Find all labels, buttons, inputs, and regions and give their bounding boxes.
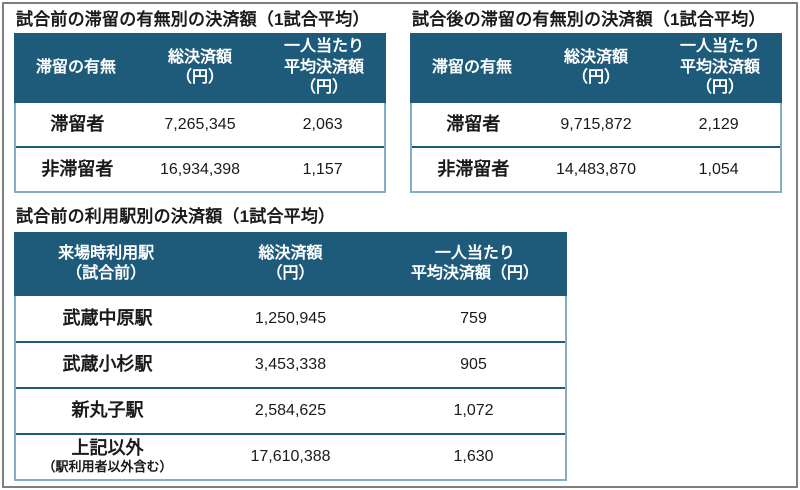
table-section-pre-match-stay: 試合前の滞留の有無別の決済額（1試合平均） 滞留の有無 総決済額 （円） 一人当…	[14, 8, 386, 193]
table-post-match-stay: 滞留の有無 総決済額 （円） 一人当たり 平均決済額 （円） 滞留者 9,715…	[410, 33, 782, 193]
col-header-station-used: 来場時利用駅 （試合前）	[58, 244, 155, 282]
row-label: 滞留者	[446, 113, 501, 134]
table-header-row: 滞留の有無 総決済額 （円） 一人当たり 平均決済額 （円）	[410, 33, 782, 103]
col-header-avg-payment: 一人当たり 平均決済額（円）	[410, 244, 539, 282]
col-header-total-payment: 総決済額 （円）	[563, 48, 628, 86]
table-title-post-match-stay: 試合後の滞留の有無別の決済額（1試合平均）	[412, 10, 766, 29]
cell-avg-payment: 1,072	[453, 402, 494, 419]
cell-avg-payment: 1,054	[698, 160, 739, 178]
table-header-row: 滞留の有無 総決済額 （円） 一人当たり 平均決済額 （円）	[14, 33, 386, 103]
row-label-sub: （駅利用者以外含む）	[42, 459, 173, 475]
cell-avg-payment: 905	[460, 356, 487, 373]
table-row-other: 上記以外 （駅利用者以外含む） 17,610,388 1,630	[16, 433, 565, 479]
table-row-musashi-kosugi: 武蔵小杉駅 3,453,338 905	[16, 341, 565, 387]
table-section-pre-match-station: 試合前の利用駅別の決済額（1試合平均） 来場時利用駅 （試合前） 総決済額 （円…	[14, 205, 567, 481]
col-header-avg-payment: 一人当たり 平均決済額 （円）	[679, 38, 760, 97]
cell-total-payment: 14,483,870	[555, 160, 637, 178]
cell-total-payment: 1,250,945	[254, 309, 327, 327]
table-row-stayers: 滞留者 9,715,872 2,129	[412, 103, 780, 146]
col-header-stay-status: 滞留の有無	[431, 58, 512, 76]
cell-total-payment: 9,715,872	[560, 115, 632, 133]
table-title-pre-match-station: 試合前の利用駅別の決済額（1試合平均）	[16, 207, 336, 226]
col-header-total-payment: 総決済額 （円）	[167, 48, 232, 86]
cell-avg-payment: 759	[460, 309, 487, 327]
cell-avg-payment: 2,129	[698, 115, 739, 133]
cell-total-payment: 3,453,338	[254, 356, 327, 373]
table-row-stayers: 滞留者 7,265,345 2,063	[16, 103, 384, 146]
table-body: 滞留者 7,265,345 2,063 非滞留者 16,934,398 1,15…	[14, 103, 386, 193]
table-row-non-stayers: 非滞留者 14,483,870 1,054	[412, 146, 780, 191]
cell-total-payment: 17,610,388	[250, 448, 331, 465]
row-label: 武蔵中原駅	[62, 307, 153, 328]
col-header-total-payment: 総決済額 （円）	[258, 244, 323, 282]
row-label-main: 上記以外	[71, 438, 144, 459]
table-body: 武蔵中原駅 1,250,945 759 武蔵小杉駅 3,453,338 905 …	[14, 296, 567, 481]
row-label: 非滞留者	[437, 158, 510, 179]
table-body: 滞留者 9,715,872 2,129 非滞留者 14,483,870 1,05…	[410, 103, 782, 193]
row-label: 滞留者	[50, 113, 105, 134]
cell-total-payment: 7,265,345	[164, 115, 236, 133]
col-header-stay-status: 滞留の有無	[35, 58, 116, 76]
row-label: 上記以外 （駅利用者以外含む）	[16, 435, 199, 479]
table-section-post-match-stay: 試合後の滞留の有無別の決済額（1試合平均） 滞留の有無 総決済額 （円） 一人当…	[410, 8, 782, 193]
table-header-row: 来場時利用駅 （試合前） 総決済額 （円） 一人当たり 平均決済額（円）	[14, 232, 567, 296]
row-label: 新丸子駅	[71, 400, 144, 421]
cell-avg-payment: 1,630	[453, 448, 494, 465]
table-row-musashi-nakahara: 武蔵中原駅 1,250,945 759	[16, 296, 565, 341]
table-row-non-stayers: 非滞留者 16,934,398 1,157	[16, 146, 384, 191]
table-pre-match-station: 来場時利用駅 （試合前） 総決済額 （円） 一人当たり 平均決済額（円） 武蔵中…	[14, 232, 567, 481]
table-title-pre-match-stay: 試合前の滞留の有無別の決済額（1試合平均）	[16, 10, 370, 29]
row-label: 非滞留者	[41, 158, 114, 179]
row-label: 武蔵小杉駅	[62, 354, 153, 375]
cell-total-payment: 16,934,398	[159, 160, 241, 178]
cell-avg-payment: 1,157	[302, 160, 343, 178]
cell-avg-payment: 2,063	[302, 115, 343, 133]
cell-total-payment: 2,584,625	[254, 402, 327, 419]
table-row-shin-maruko: 新丸子駅 2,584,625 1,072	[16, 387, 565, 433]
table-pre-match-stay: 滞留の有無 総決済額 （円） 一人当たり 平均決済額 （円） 滞留者 7,265…	[14, 33, 386, 193]
col-header-avg-payment: 一人当たり 平均決済額 （円）	[283, 38, 364, 97]
